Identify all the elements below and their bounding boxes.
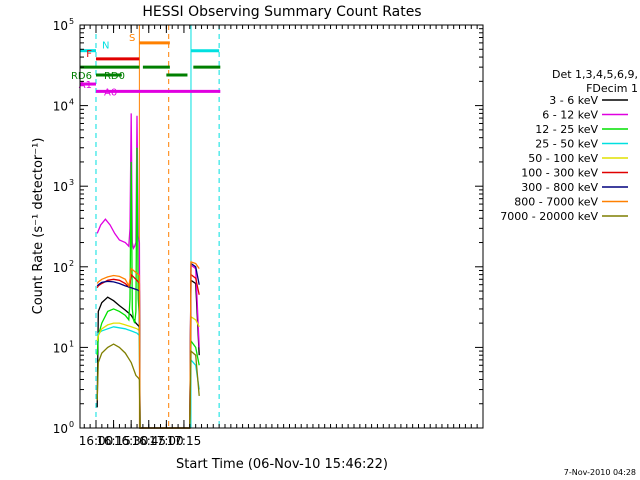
legend-label-0: 3 - 6 keV: [549, 94, 598, 107]
legend-header-0: Det 1,3,4,5,6,9,: [552, 68, 638, 81]
x-axis-label: Start Time (06-Nov-10 15:46:22): [176, 457, 388, 472]
x-tick-label-1: 16:15: [96, 434, 131, 448]
footer-timestamp: 7-Nov-2010 04:28: [564, 468, 636, 477]
x-tick-label-2: 16:30: [114, 434, 149, 448]
legend-label-4: 50 - 100 keV: [528, 152, 598, 165]
x-tick-label-4: 17:00: [149, 434, 184, 448]
y-tick-label-2: 10: [53, 261, 68, 275]
x-tick-label-5: 17:15: [167, 434, 202, 448]
legend-label-5: 100 - 300 keV: [521, 167, 598, 180]
y-tick-exponent-3: 3: [69, 178, 74, 187]
series-line-8: [96, 343, 200, 429]
legend-label-1: 6 - 12 keV: [542, 109, 598, 122]
y-tick-exponent-0: 0: [69, 420, 74, 429]
legend: Det 1,3,4,5,6,9,FDecim 13 - 6 keV 6 - 12 …: [500, 68, 638, 223]
flag-label-3: RD0: [104, 71, 125, 82]
legend-label-6: 300 - 800 keV: [521, 181, 598, 194]
legend-header-1: FDecim 1: [586, 82, 638, 95]
flag-label-2: F: [86, 49, 92, 60]
legend-label-3: 25 - 50 keV: [535, 138, 598, 151]
y-tick-label-5: 10: [53, 19, 68, 33]
y-tick-label-1: 10: [53, 341, 68, 355]
y-tick-label-4: 10: [53, 100, 68, 114]
chart-title: HESSI Observing Summary Count Rates: [142, 4, 421, 20]
flag-label-4: RD6: [71, 71, 92, 82]
y-tick-exponent-1: 1: [69, 339, 74, 348]
y-axis-label: Count Rate (s⁻¹ detector⁻¹): [31, 138, 46, 315]
x-tick-label-3: 16:45: [131, 434, 166, 448]
y-tick-label-0: 10: [53, 422, 68, 436]
y-tick-exponent-2: 2: [69, 259, 74, 268]
legend-label-8: 7000 - 20000 keV: [500, 210, 598, 223]
flag-label-1: N: [102, 41, 109, 52]
legend-label-7: 800 - 7000 keV: [514, 196, 598, 209]
y-tick-exponent-4: 4: [69, 98, 74, 107]
plot-frame: [79, 24, 484, 429]
y-tick-label-3: 10: [53, 180, 68, 194]
flag-label-0: S: [129, 33, 135, 44]
flag-label-5: A1: [79, 80, 92, 91]
y-tick-exponent-5: 5: [69, 17, 74, 26]
legend-label-2: 12 - 25 keV: [535, 123, 598, 136]
x-tick-label-0: 16:00: [79, 434, 114, 448]
flag-label-6: A0: [104, 87, 117, 98]
